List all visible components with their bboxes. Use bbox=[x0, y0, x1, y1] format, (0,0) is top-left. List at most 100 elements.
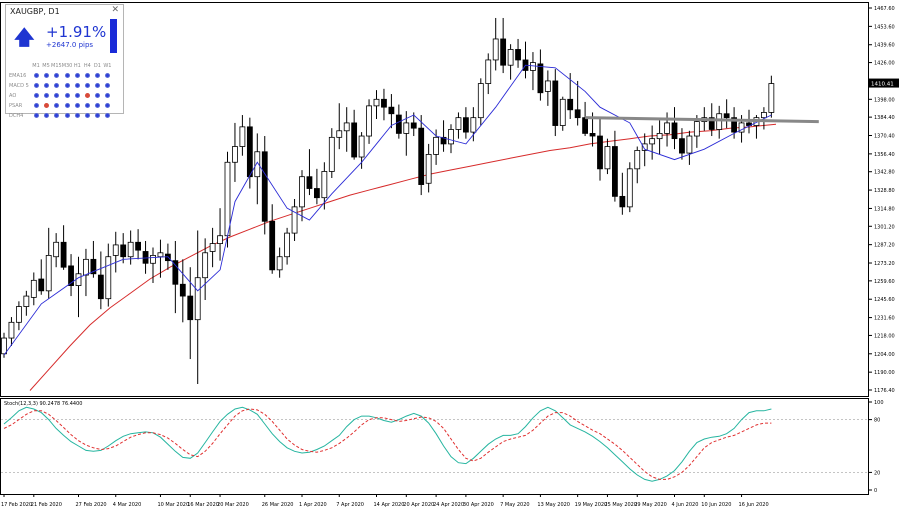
candle-body bbox=[142, 251, 149, 264]
signal-dot-blue bbox=[43, 92, 49, 98]
signal-dot-blue bbox=[64, 82, 70, 88]
x-tick-label: 7 Apr 2020 bbox=[336, 502, 364, 508]
indicator-label: PSAR bbox=[9, 103, 23, 109]
candle-body bbox=[716, 113, 723, 130]
signal-dot-blue bbox=[74, 92, 80, 98]
candle-body bbox=[358, 135, 365, 158]
candle-body bbox=[552, 80, 559, 126]
candle-body bbox=[105, 256, 112, 300]
signal-dot-blue bbox=[74, 112, 80, 118]
candle-body bbox=[470, 117, 477, 133]
y-tick-label: 1204.00 bbox=[874, 352, 895, 358]
signal-dot-blue bbox=[53, 102, 59, 108]
stoch-y-tick-label: 80 bbox=[874, 418, 880, 424]
candle-body bbox=[202, 252, 209, 279]
signal-dot-blue bbox=[64, 112, 70, 118]
candle-body bbox=[671, 122, 678, 140]
candle-body bbox=[448, 129, 454, 145]
candle-body bbox=[53, 241, 60, 258]
candle-body bbox=[157, 252, 164, 258]
signal-dot-red bbox=[84, 92, 90, 98]
y-tick-label: 1190.00 bbox=[874, 370, 895, 376]
signal-dot-blue bbox=[43, 112, 49, 118]
candle-body bbox=[68, 265, 74, 286]
x-tick-label: 24 Apr 2020 bbox=[433, 502, 464, 508]
x-tick-label: 19 May 2020 bbox=[575, 502, 608, 508]
candle-body bbox=[291, 206, 298, 234]
candle-body bbox=[544, 80, 551, 92]
stoch-main-line bbox=[3, 406, 772, 482]
candle-body bbox=[485, 59, 492, 84]
y-tick-label: 1176.40 bbox=[874, 388, 895, 394]
x-tick-label: 14 Apr 2020 bbox=[374, 502, 405, 508]
signal-dot-blue bbox=[94, 112, 100, 118]
candle-body bbox=[693, 121, 700, 137]
candle-body bbox=[135, 241, 142, 251]
close-icon[interactable]: ✕ bbox=[111, 5, 119, 15]
candle-body bbox=[150, 255, 156, 264]
signal-dot-blue bbox=[33, 112, 39, 118]
candle-body bbox=[15, 306, 22, 323]
candle-body bbox=[649, 138, 656, 145]
x-tick-label: 20 Mar 2020 bbox=[217, 502, 249, 508]
support-level-line[interactable] bbox=[585, 116, 819, 124]
candle-body bbox=[239, 126, 246, 147]
y-tick-label: 1314.80 bbox=[874, 206, 895, 212]
signal-widget[interactable]: XAUGBP, D1 ✕ 🡅 +1.91% +2647.0 pips M1 M5 M… bbox=[5, 4, 124, 119]
candle-body bbox=[500, 38, 507, 66]
candle-body bbox=[626, 168, 633, 208]
candle-body bbox=[403, 122, 410, 134]
candle-body bbox=[708, 117, 715, 130]
candle-body bbox=[589, 133, 596, 137]
candle-body bbox=[656, 133, 663, 140]
signal-dot-blue bbox=[33, 82, 39, 88]
candle-body bbox=[738, 122, 745, 133]
candle-body bbox=[768, 83, 775, 113]
candle-body bbox=[269, 220, 276, 271]
x-tick-label: 21 Feb 2020 bbox=[31, 502, 62, 508]
signal-dot-blue bbox=[74, 72, 80, 78]
signal-dot-blue bbox=[64, 92, 70, 98]
signal-dot-red bbox=[43, 102, 49, 108]
signal-dot-blue bbox=[84, 112, 90, 118]
timeframe-label: D1 bbox=[93, 63, 101, 69]
x-tick-label: 13 May 2020 bbox=[537, 502, 570, 508]
timeframe-label: H4 bbox=[83, 63, 91, 69]
candle-body bbox=[395, 114, 402, 134]
y-tick-label: 1342.80 bbox=[874, 170, 895, 176]
strength-bar bbox=[110, 19, 117, 53]
candle-body bbox=[232, 146, 238, 163]
candle-body bbox=[634, 150, 641, 170]
candle-body bbox=[313, 188, 320, 199]
candle-body bbox=[746, 122, 752, 126]
candle-body bbox=[679, 138, 685, 154]
stoch-plot-frame bbox=[0, 398, 869, 495]
candle-body bbox=[276, 256, 283, 271]
y-tick-label: 1384.40 bbox=[874, 115, 895, 121]
candle-body bbox=[388, 106, 395, 115]
indicator-label: DCH4 bbox=[9, 113, 24, 119]
signal-dot-blue bbox=[43, 72, 49, 78]
candle-body bbox=[619, 195, 626, 208]
candle-body bbox=[261, 151, 268, 222]
candle-body bbox=[90, 258, 97, 275]
candle-body bbox=[328, 136, 335, 172]
candle-body bbox=[761, 112, 767, 119]
candle-body bbox=[686, 135, 693, 154]
candle-body bbox=[209, 243, 216, 252]
x-tick-label: 27 Feb 2020 bbox=[76, 502, 107, 508]
indicator-label: EMA16 bbox=[9, 73, 27, 79]
y-tick-label: 1356.40 bbox=[874, 152, 895, 158]
y-tick-label: 1453.60 bbox=[874, 24, 895, 30]
signal-dot-blue bbox=[104, 102, 110, 108]
candle-body bbox=[1, 337, 7, 355]
signal-dot-blue bbox=[94, 82, 100, 88]
candle-body bbox=[306, 176, 313, 189]
candle-body bbox=[373, 98, 380, 107]
x-tick-label: 17 Feb 2020 bbox=[1, 502, 32, 508]
main-plot-frame bbox=[0, 2, 869, 397]
signal-dot-blue bbox=[84, 72, 90, 78]
y-tick-label: 1259.60 bbox=[874, 279, 895, 285]
signal-dot-blue bbox=[53, 82, 59, 88]
